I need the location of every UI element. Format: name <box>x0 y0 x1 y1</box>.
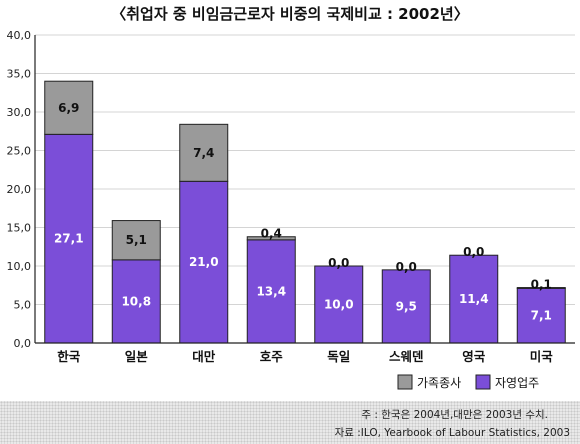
bar-segment-family-worker <box>44 80 94 135</box>
value-label-self-employed: 13,4 <box>256 284 286 298</box>
y-tick-label: 35,0 <box>7 68 32 81</box>
x-category-label: 미국 <box>530 349 554 364</box>
value-label-family-worker: 5,1 <box>126 233 147 247</box>
x-category-label: 영국 <box>462 349 486 364</box>
value-label-self-employed: 21,0 <box>189 255 219 269</box>
y-tick-label: 10,0 <box>7 260 32 273</box>
x-category-label: 한국 <box>57 349 81 364</box>
bar-segment-family-worker <box>246 236 296 241</box>
bar-segment-self-employed <box>516 287 566 344</box>
x-category-label: 스웨덴 <box>389 349 424 364</box>
bar-segment-self-employed <box>381 269 431 344</box>
x-category-label: 독일 <box>327 349 350 364</box>
bar-segment-self-employed <box>111 259 161 344</box>
note-source: 자료 :ILO, Yearbook of Labour Statistics, … <box>334 427 570 439</box>
bar-segment-self-employed <box>179 180 229 344</box>
grid-layer <box>35 34 575 305</box>
legend-swatch <box>475 374 491 390</box>
legend-swatch <box>397 374 413 390</box>
bar-segment-family-worker <box>111 220 161 261</box>
y-tick-label: 40,0 <box>7 29 32 42</box>
legend: 가족종사 자영업주 <box>397 374 539 390</box>
y-tick-label: 25,0 <box>7 145 32 158</box>
value-label-self-employed: 11,4 <box>459 292 489 306</box>
y-tick-label: 20,0 <box>7 183 32 196</box>
value-label-self-employed: 27,1 <box>54 232 84 246</box>
value-label-family-worker: 7,4 <box>193 146 214 160</box>
value-label-self-employed: 9,5 <box>396 299 417 313</box>
value-label-family-worker: 6,9 <box>58 101 79 115</box>
bar-layer: 27,1 6,9 10,8 5,1 21,0 7,4 13,4 0,4 10,0 0,0 9,5 0,… <box>44 80 566 344</box>
value-label-family-worker: 0,4 <box>261 227 282 241</box>
chart-title: 〈취업자 중 비임금근로자 비중의 국제비교 : 2002년〉 <box>111 5 469 23</box>
stacked-bar-chart: 27,16,910,85,121,07,413,40,410,00,09,50,… <box>7 29 575 390</box>
y-tick-label: 15,0 <box>7 222 32 235</box>
value-label-self-employed: 10,0 <box>324 298 354 312</box>
legend-label: 자영업주 <box>495 376 539 390</box>
x-category-label: 호주 <box>260 349 284 364</box>
value-label-self-employed: 7,1 <box>531 309 552 323</box>
x-category-label: 일본 <box>125 349 149 364</box>
y-tick-label: 0,0 <box>14 337 32 350</box>
legend-label: 가족종사 <box>417 376 461 390</box>
notes-panel: 주 : 한국은 2004년,대만은 2003년 수치. 자료 :ILO, Yea… <box>0 401 580 444</box>
value-label-family-worker: 0,1 <box>531 278 552 292</box>
value-label-family-worker: 0,0 <box>396 260 417 274</box>
bar-segment-family-worker <box>516 287 566 289</box>
y-tick-label: 5,0 <box>14 299 32 312</box>
bar-segment-self-employed <box>246 239 296 344</box>
note-footnote: 주 : 한국은 2004년,대만은 2003년 수치. <box>361 409 548 421</box>
value-label-family-worker: 0,0 <box>328 256 349 270</box>
x-category-label: 대만 <box>192 349 216 364</box>
bar-segment-family-worker <box>179 123 229 182</box>
axis-layer: 0,0 5,0 10,0 15,0 20,0 25,0 30,0 35,0 40,0 한국 일본 대만… <box>7 29 575 364</box>
bar-segment-self-employed <box>449 254 499 344</box>
value-label-family-worker: 0,0 <box>463 245 484 259</box>
value-label-self-employed: 10,8 <box>121 294 151 308</box>
y-tick-label: 30,0 <box>7 106 32 119</box>
